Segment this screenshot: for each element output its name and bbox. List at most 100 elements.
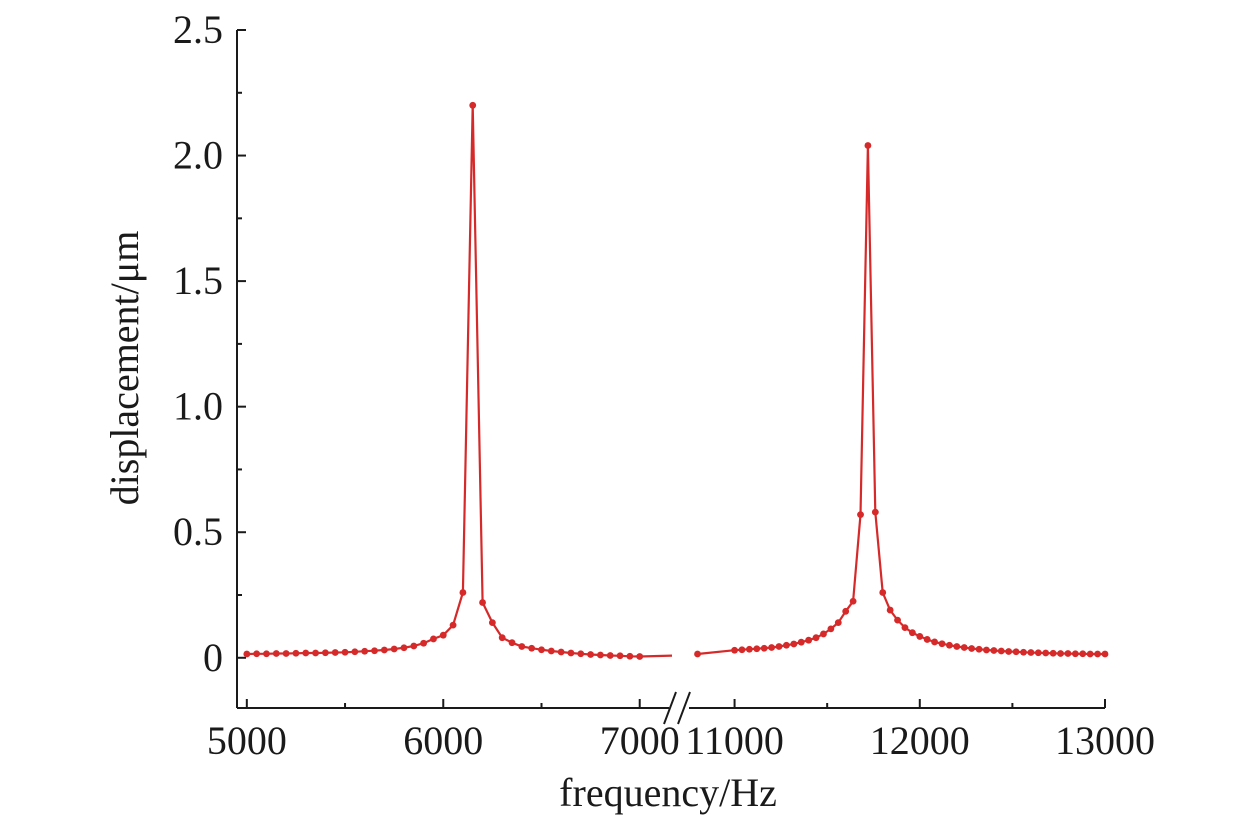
- axis-break-mark: [663, 691, 677, 725]
- data-point: [302, 649, 310, 657]
- data-point: [783, 641, 790, 649]
- data-point: [430, 635, 437, 643]
- data-point: [901, 624, 909, 632]
- data-point: [849, 597, 857, 605]
- data-point: [322, 649, 329, 657]
- data-point: [439, 631, 447, 639]
- y-tick-label: 1.5: [173, 258, 223, 303]
- data-point: [253, 650, 261, 658]
- data-point: [371, 647, 378, 655]
- data-point: [975, 645, 983, 653]
- data-point: [449, 621, 457, 629]
- data-point: [1057, 650, 1064, 657]
- data-point: [953, 643, 961, 650]
- data-point: [731, 646, 738, 654]
- data-point: [410, 642, 418, 650]
- data-point: [547, 647, 555, 655]
- data-point: [606, 652, 614, 659]
- data-point: [380, 646, 388, 654]
- data-point: [518, 643, 526, 650]
- data-point: [469, 101, 477, 109]
- data-point: [282, 650, 290, 657]
- data-point: [760, 644, 768, 652]
- data-point: [916, 633, 924, 640]
- data-point: [312, 649, 319, 657]
- x-tick-label: 12000: [870, 718, 970, 763]
- data-point: [738, 646, 746, 654]
- data-point: [968, 645, 976, 652]
- data-point: [960, 644, 968, 651]
- data-point: [1086, 650, 1094, 658]
- data-point: [587, 651, 594, 658]
- data-point: [790, 640, 798, 648]
- data-point: [361, 647, 369, 655]
- data-point: [538, 646, 545, 654]
- data-point: [341, 648, 349, 656]
- y-axis-label: displacement/μm: [102, 231, 147, 506]
- data-point: [351, 648, 359, 656]
- axis-break-mark: [677, 691, 691, 725]
- data-point: [557, 648, 565, 656]
- data-point: [805, 636, 813, 644]
- data-point: [894, 616, 901, 624]
- x-tick-label: 13000: [1055, 718, 1155, 763]
- data-point: [997, 647, 1005, 655]
- x-tick-label: 7000: [600, 718, 680, 763]
- data-point: [1049, 649, 1057, 657]
- data-point: [753, 645, 761, 653]
- data-point: [498, 634, 506, 642]
- data-point: [1094, 650, 1101, 658]
- y-tick-label: 1.0: [173, 384, 223, 429]
- series-line: [697, 144, 1105, 656]
- data-point: [1101, 650, 1109, 658]
- data-point: [775, 643, 783, 650]
- data-point: [577, 650, 585, 658]
- data-point: [908, 629, 916, 637]
- y-tick-label: 0.5: [173, 509, 223, 554]
- data-point: [626, 652, 634, 660]
- data-point: [400, 644, 408, 652]
- data-point: [834, 619, 842, 627]
- x-tick-label: 6000: [403, 718, 483, 763]
- data-point: [1071, 650, 1079, 658]
- data-point: [508, 639, 516, 647]
- data-point: [983, 646, 990, 654]
- data-point: [1042, 649, 1050, 657]
- data-point: [567, 649, 575, 657]
- axes: 0 0.5 1.0 1.5 2.0 2.5 5000 6000 7000 11000 12000 13…: [173, 7, 1155, 763]
- data-point: [263, 650, 270, 658]
- x-tick-label: 11000: [685, 718, 784, 763]
- data-point: [768, 644, 776, 651]
- data-point: [479, 599, 486, 606]
- data-point: [528, 644, 536, 652]
- data-point: [459, 589, 467, 596]
- data-point: [842, 607, 850, 615]
- data-point: [923, 636, 931, 643]
- data-point: [857, 511, 864, 519]
- data-point: [636, 653, 644, 660]
- data-point: [488, 619, 496, 627]
- data-point: [1079, 650, 1087, 658]
- y-tick-label: 0: [203, 635, 223, 680]
- data-point: [990, 647, 998, 654]
- data-point: [292, 649, 300, 657]
- data-point: [797, 638, 805, 646]
- data-point: [1064, 650, 1072, 657]
- data-point: [745, 645, 753, 653]
- data-point: [946, 641, 953, 649]
- data-point: [272, 650, 280, 657]
- data-point: [886, 606, 894, 614]
- series-group: [243, 101, 1109, 660]
- data-point: [390, 645, 398, 653]
- data-point: [931, 638, 938, 646]
- y-tick-label: 2.0: [173, 133, 223, 178]
- data-point: [420, 639, 428, 647]
- data-point: [694, 650, 701, 658]
- x-axis-label: frequency/Hz: [559, 770, 777, 815]
- data-point: [1027, 649, 1035, 656]
- x-tick-label: 5000: [207, 718, 287, 763]
- data-point: [1034, 649, 1042, 657]
- data-point: [827, 625, 835, 633]
- data-point: [1020, 648, 1027, 656]
